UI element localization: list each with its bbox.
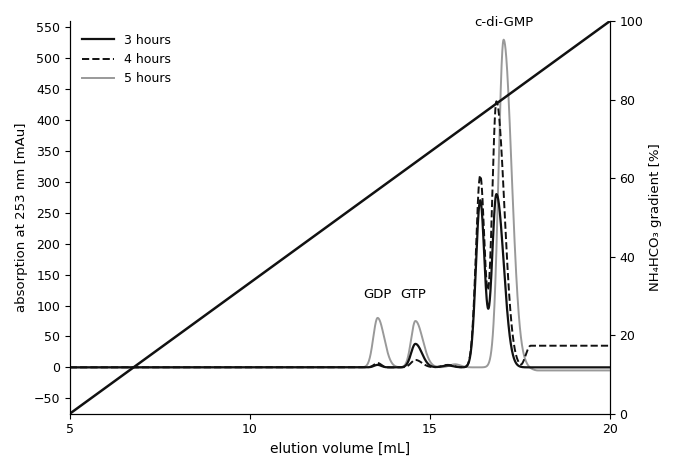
3 hours <box>595 365 603 370</box>
3 hours <box>606 365 614 370</box>
5 hours <box>273 365 281 370</box>
Text: GTP: GTP <box>401 288 427 300</box>
3 hours <box>66 365 74 370</box>
3 hours <box>492 191 500 197</box>
Text: GDP: GDP <box>364 288 392 300</box>
Line: 3 hours: 3 hours <box>70 194 610 367</box>
Text: c-di-GMP: c-di-GMP <box>474 16 533 29</box>
5 hours <box>159 365 167 370</box>
3 hours <box>127 365 135 370</box>
4 hours <box>273 365 281 370</box>
4 hours <box>66 365 74 370</box>
5 hours <box>66 365 74 370</box>
3 hours <box>159 365 167 370</box>
4 hours <box>127 365 135 370</box>
5 hours <box>534 368 542 374</box>
5 hours <box>596 368 604 374</box>
Y-axis label: NH₄HCO₃ gradient [%]: NH₄HCO₃ gradient [%] <box>649 144 662 291</box>
3 hours <box>297 365 305 370</box>
5 hours <box>500 37 508 42</box>
4 hours <box>537 343 545 349</box>
Y-axis label: absorption at 253 nm [mAu]: absorption at 253 nm [mAu] <box>15 122 28 312</box>
5 hours <box>538 368 546 374</box>
X-axis label: elution volume [mL]: elution volume [mL] <box>269 442 410 456</box>
4 hours <box>606 343 614 349</box>
Legend: 3 hours, 4 hours, 5 hours: 3 hours, 4 hours, 5 hours <box>76 27 177 91</box>
Line: 5 hours: 5 hours <box>70 40 610 371</box>
5 hours <box>297 365 305 370</box>
3 hours <box>537 365 545 370</box>
4 hours <box>297 365 305 370</box>
4 hours <box>595 343 603 349</box>
3 hours <box>273 365 281 370</box>
4 hours <box>159 365 167 370</box>
5 hours <box>606 368 614 374</box>
4 hours <box>492 98 500 104</box>
Line: 4 hours: 4 hours <box>70 101 610 367</box>
5 hours <box>127 365 135 370</box>
